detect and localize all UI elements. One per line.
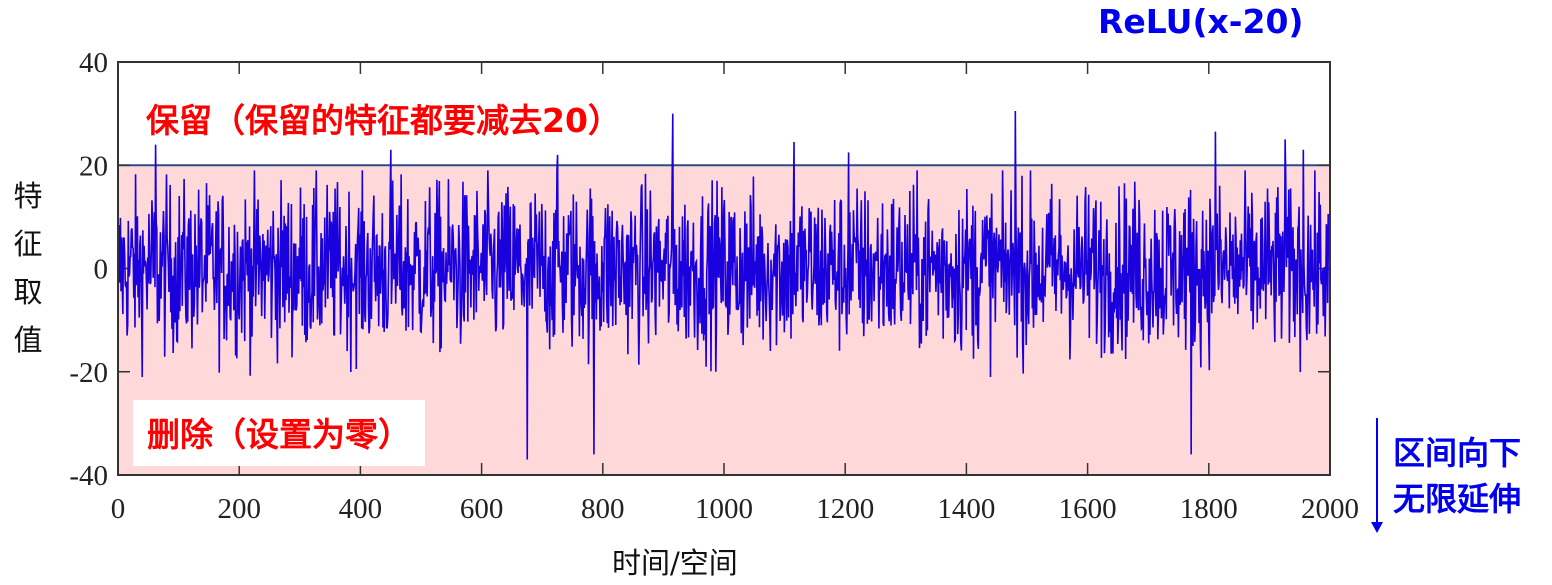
extend-annotation: 区间向下 无限延伸 bbox=[1393, 430, 1521, 522]
x-tick-label: 600 bbox=[460, 493, 504, 525]
y-label-char: 征 bbox=[13, 227, 43, 261]
y-tick-label: 0 bbox=[94, 254, 109, 286]
chart-title: ReLU(x-20) bbox=[1098, 2, 1304, 41]
x-tick-label: 800 bbox=[581, 493, 625, 525]
extend-line-1: 区间向下 bbox=[1393, 434, 1522, 472]
y-tick-label: -40 bbox=[69, 460, 108, 492]
keep-annotation: 保留（保留的特征都要减去20） bbox=[146, 101, 621, 140]
y-label-char: 特 bbox=[13, 179, 43, 213]
x-tick-label: 1600 bbox=[1059, 493, 1117, 525]
y-label-char: 取 bbox=[13, 275, 43, 309]
x-tick-label: 1000 bbox=[695, 493, 753, 525]
x-tick-label: 400 bbox=[339, 493, 383, 525]
x-tick-label: 1200 bbox=[816, 493, 874, 525]
x-tick-label: 0 bbox=[111, 493, 126, 525]
x-tick-label: 1400 bbox=[937, 493, 995, 525]
signal-line bbox=[117, 111, 1331, 460]
extend-line-2: 无限延伸 bbox=[1393, 480, 1522, 518]
x-tick-label: 1800 bbox=[1180, 493, 1238, 525]
y-tick-label: -20 bbox=[69, 357, 108, 389]
y-axis-label: 特征取值 bbox=[10, 172, 46, 364]
delete-annotation: 删除（设置为零） bbox=[133, 400, 425, 466]
x-tick-label: 2000 bbox=[1301, 493, 1359, 525]
x-axis-label: 时间/空间 bbox=[612, 546, 738, 580]
down-arrow-icon bbox=[1371, 418, 1383, 533]
y-tick-label: 20 bbox=[79, 150, 108, 182]
y-tick-label: 40 bbox=[79, 47, 108, 79]
y-label-char: 值 bbox=[13, 323, 43, 357]
x-tick-label: 200 bbox=[217, 493, 261, 525]
plot-frame bbox=[117, 61, 1331, 476]
